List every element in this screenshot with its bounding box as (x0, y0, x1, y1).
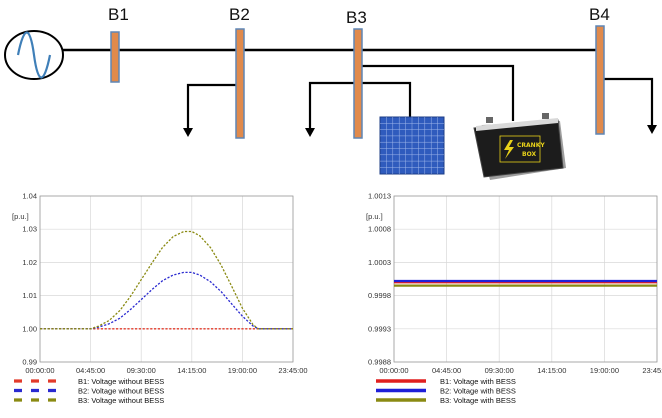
x-tick-label: 00:00:00 (25, 366, 54, 375)
legend-label-1: B1: Voltage without BESS (78, 377, 164, 386)
y-axis-unit-label: [p.u.] (366, 212, 383, 221)
battery-label-line2: BOX (522, 151, 536, 158)
series-line-3 (40, 230, 293, 330)
load-line-b2 (186, 83, 240, 129)
y-axis-unit-label: [p.u.] (12, 212, 29, 221)
y-tick-label: 0.9988 (368, 358, 391, 367)
legend-label-3: B3: Voltage with BESS (440, 396, 516, 405)
bus-bar-b2 (235, 28, 245, 139)
legend-label-2: B2: Voltage without BESS (78, 386, 164, 395)
load-line-b3 (308, 81, 357, 129)
y-tick-label: 1.01 (22, 291, 37, 300)
y-tick-label: 1.04 (22, 192, 37, 201)
legend-label-3: B3: Voltage without BESS (78, 396, 164, 405)
x-tick-label: 09:30:00 (127, 366, 156, 375)
lightning-icon (504, 140, 514, 159)
bess-line-b3 (357, 64, 515, 121)
sine-wave-icon (16, 31, 52, 79)
generator-symbol (4, 30, 64, 80)
y-tick-label: 1.0003 (368, 258, 391, 267)
y-tick-label: 0.9998 (368, 291, 391, 300)
load-arrow-b4 (647, 125, 657, 134)
y-tick-label: 1.02 (22, 258, 37, 267)
x-tick-label: 04:45:00 (76, 366, 105, 375)
y-tick-label: 1.03 (22, 225, 37, 234)
x-tick-label: 19:00:00 (228, 366, 257, 375)
legend-label-2: B2: Voltage with BESS (440, 386, 516, 395)
series-line-2 (40, 271, 293, 330)
bus-label-b4: B4 (589, 5, 610, 24)
bus-label-b1: B1 (108, 5, 129, 24)
bus-bar-b3 (353, 28, 363, 139)
load-line-b4 (600, 77, 654, 126)
x-tick-label: 19:00:00 (590, 366, 619, 375)
battery-icon: CRANKY BOX (473, 113, 566, 180)
x-tick-label: 23:45:00 (642, 366, 662, 375)
pv-line-b3 (357, 81, 412, 117)
load-arrow-b2 (183, 128, 193, 137)
y-tick-label: 1.00 (22, 324, 37, 333)
voltage-with-bess-chart: 0.9988 0.9993 0.9998 1.0003 1.0008 1.0013 00:0… (366, 192, 662, 405)
x-tick-label: 14:15:00 (537, 366, 566, 375)
x-tick-label: 09:30:00 (485, 366, 514, 375)
x-tick-label: 14:15:00 (177, 366, 206, 375)
load-arrow-b3 (305, 128, 315, 137)
y-tick-label: 1.0013 (368, 192, 391, 201)
network-diagram: B1 B2 B3 B4 CRANKY BOX (4, 5, 657, 180)
voltage-without-bess-chart: 0.99 1.00 1.01 1.02 1.03 1.04 00:00:00 04:45:00… (12, 192, 308, 405)
x-tick-label: 04:45:00 (432, 366, 461, 375)
bus-label-b3: B3 (346, 8, 367, 27)
y-tick-label: 0.99 (22, 358, 37, 367)
x-tick-label: 00:00:00 (379, 366, 408, 375)
bus-bar-b4 (595, 25, 605, 135)
legend-label-1: B1: Voltage with BESS (440, 377, 516, 386)
bus-label-b2: B2 (229, 5, 250, 24)
plot-frame (393, 195, 658, 363)
bus-bar-b1 (110, 31, 120, 83)
y-tick-label: 1.0008 (368, 225, 391, 234)
plot-frame (39, 195, 294, 363)
x-tick-label: 23:45:00 (278, 366, 307, 375)
y-tick-label: 0.9993 (368, 324, 391, 333)
solar-panel-icon (379, 116, 445, 175)
battery-label-line1: CRANKY (517, 142, 545, 149)
